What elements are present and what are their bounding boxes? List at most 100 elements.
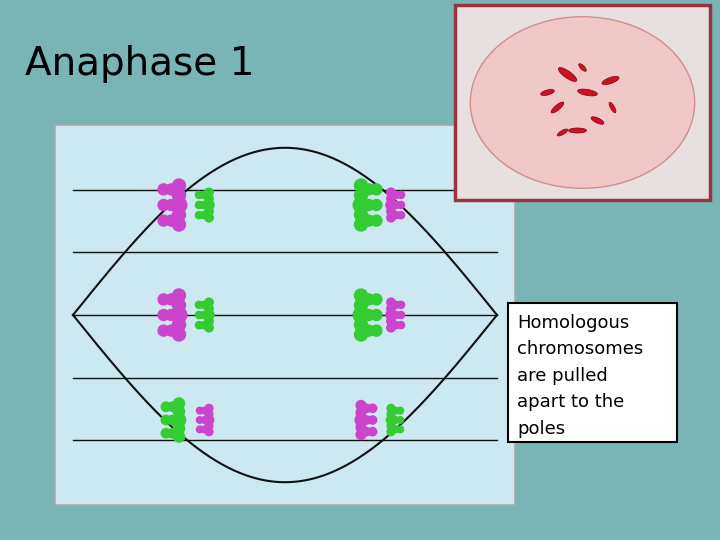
Circle shape (158, 199, 169, 211)
Circle shape (197, 426, 203, 433)
Circle shape (363, 215, 374, 226)
Circle shape (173, 208, 186, 221)
Circle shape (166, 199, 177, 211)
Circle shape (195, 301, 202, 308)
Circle shape (173, 328, 186, 341)
Circle shape (363, 404, 371, 413)
Circle shape (173, 289, 186, 302)
Circle shape (371, 294, 382, 305)
Circle shape (204, 317, 213, 326)
Circle shape (197, 417, 203, 423)
Circle shape (369, 428, 377, 436)
Circle shape (369, 404, 377, 413)
Ellipse shape (577, 89, 598, 96)
Circle shape (387, 404, 395, 412)
Ellipse shape (552, 102, 564, 113)
Circle shape (201, 407, 207, 414)
Circle shape (371, 184, 382, 195)
Circle shape (173, 189, 186, 202)
Circle shape (158, 294, 169, 305)
Text: Homologous
chromosomes
are pulled
apart to the
poles: Homologous chromosomes are pulled apart … (517, 314, 643, 437)
Ellipse shape (609, 102, 616, 113)
Circle shape (397, 301, 405, 308)
Circle shape (168, 415, 177, 424)
Circle shape (392, 407, 399, 414)
Circle shape (397, 212, 405, 219)
Circle shape (371, 199, 382, 211)
Circle shape (354, 289, 367, 302)
Circle shape (354, 307, 369, 323)
Circle shape (392, 191, 400, 198)
Ellipse shape (579, 64, 586, 71)
Circle shape (200, 201, 207, 208)
Circle shape (195, 191, 202, 198)
FancyBboxPatch shape (455, 5, 710, 200)
Circle shape (204, 194, 213, 203)
Circle shape (200, 191, 207, 198)
Circle shape (201, 426, 207, 433)
Circle shape (195, 212, 202, 219)
Circle shape (205, 428, 213, 436)
Ellipse shape (569, 128, 587, 133)
Circle shape (174, 406, 184, 417)
Circle shape (205, 422, 213, 430)
Circle shape (158, 325, 169, 336)
Circle shape (173, 299, 186, 312)
Circle shape (173, 318, 186, 331)
Circle shape (161, 402, 171, 411)
Circle shape (392, 312, 400, 319)
Circle shape (158, 215, 169, 226)
Ellipse shape (558, 68, 577, 82)
Circle shape (354, 179, 367, 192)
Circle shape (168, 402, 177, 411)
Circle shape (173, 218, 186, 231)
Circle shape (397, 191, 405, 198)
Circle shape (363, 184, 374, 195)
Circle shape (204, 200, 214, 210)
Circle shape (174, 431, 184, 442)
Circle shape (392, 201, 400, 208)
Circle shape (161, 429, 171, 438)
Circle shape (392, 417, 399, 423)
Circle shape (204, 323, 213, 332)
Circle shape (392, 212, 400, 219)
Circle shape (197, 407, 203, 414)
Circle shape (204, 298, 213, 307)
Circle shape (166, 215, 177, 226)
Circle shape (392, 321, 400, 329)
Circle shape (363, 325, 374, 336)
Circle shape (356, 422, 366, 432)
Circle shape (397, 312, 405, 319)
Circle shape (172, 414, 186, 427)
Circle shape (397, 201, 405, 208)
Circle shape (387, 298, 395, 307)
Circle shape (392, 426, 399, 433)
Circle shape (363, 416, 371, 424)
Circle shape (369, 416, 377, 424)
Circle shape (363, 428, 371, 436)
Circle shape (171, 307, 186, 323)
Circle shape (354, 197, 369, 213)
Circle shape (166, 309, 177, 321)
Circle shape (387, 422, 395, 430)
Circle shape (397, 426, 403, 433)
Circle shape (371, 309, 382, 321)
Circle shape (387, 415, 396, 424)
Circle shape (387, 317, 395, 326)
Circle shape (397, 407, 403, 414)
Circle shape (397, 417, 403, 423)
Circle shape (354, 328, 367, 341)
Circle shape (387, 410, 395, 418)
Circle shape (354, 299, 367, 312)
Circle shape (397, 321, 405, 329)
Circle shape (387, 213, 395, 222)
Circle shape (354, 318, 367, 331)
Ellipse shape (470, 17, 695, 188)
Circle shape (200, 301, 207, 308)
Ellipse shape (602, 76, 619, 85)
Circle shape (204, 207, 213, 215)
Circle shape (195, 321, 202, 329)
Circle shape (387, 194, 395, 203)
FancyBboxPatch shape (508, 303, 677, 442)
Circle shape (387, 428, 395, 436)
